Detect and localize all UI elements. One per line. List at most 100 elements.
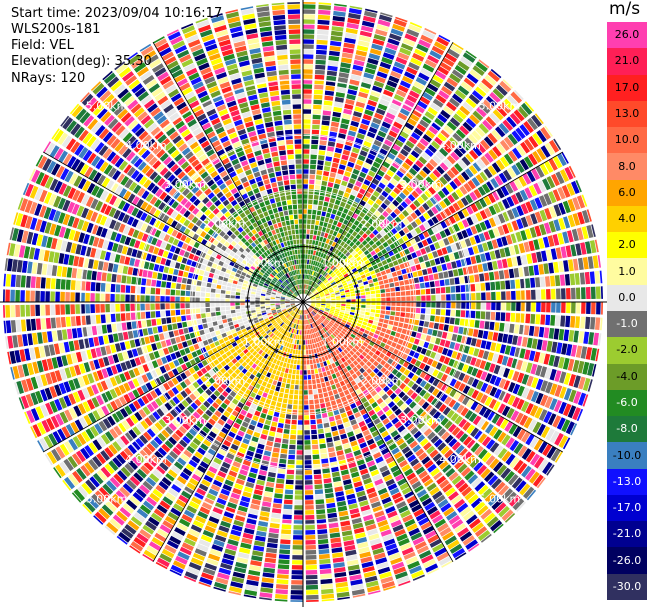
- velocity-gate: [461, 229, 469, 239]
- velocity-gate: [375, 350, 381, 356]
- velocity-gate: [483, 136, 494, 147]
- velocity-gate: [422, 356, 429, 364]
- velocity-gate: [469, 69, 482, 80]
- velocity-gate: [535, 392, 544, 405]
- velocity-gate: [580, 242, 587, 255]
- velocity-gate: [481, 420, 490, 431]
- velocity-gate: [513, 267, 520, 278]
- velocity-gate: [375, 29, 388, 37]
- velocity-gate: [330, 307, 335, 311]
- velocity-gate: [494, 322, 500, 331]
- velocity-gate: [381, 302, 386, 306]
- velocity-gate: [521, 401, 530, 413]
- velocity-gate: [255, 484, 264, 491]
- velocity-gate: [515, 313, 521, 323]
- velocity-gate: [490, 311, 496, 321]
- velocity-gate: [438, 323, 444, 331]
- velocity-gate: [515, 412, 524, 424]
- velocity-gate: [465, 257, 472, 266]
- velocity-gate: [310, 304, 315, 307]
- velocity-gate: [470, 284, 476, 292]
- velocity-gate: [419, 371, 427, 379]
- velocity-gate: [470, 256, 477, 265]
- velocity-gate: [533, 326, 540, 337]
- velocity-gate: [343, 243, 349, 249]
- velocity-gate: [274, 364, 279, 370]
- velocity-gate: [550, 448, 561, 462]
- velocity-gate: [454, 343, 461, 351]
- velocity-gate: [362, 333, 368, 338]
- velocity-gate: [512, 335, 518, 345]
- velocity-gate: [512, 426, 522, 438]
- velocity-gate: [386, 80, 398, 88]
- velocity-gate: [372, 254, 379, 260]
- velocity-gate: [418, 340, 425, 347]
- velocity-gate: [266, 476, 276, 483]
- velocity-gate: [453, 326, 459, 334]
- velocity-gate: [337, 454, 346, 461]
- velocity-gate: [492, 109, 504, 121]
- velocity-gate: [316, 49, 327, 55]
- velocity-gate: [517, 372, 525, 384]
- velocity-gate: [335, 321, 340, 325]
- velocity-gate: [333, 152, 341, 159]
- velocity-gate: [483, 168, 493, 179]
- velocity-gate: [416, 302, 421, 307]
- velocity-gate: [440, 393, 448, 402]
- velocity-gate: [415, 368, 423, 376]
- velocity-gate: [361, 20, 375, 28]
- velocity-gate: [340, 330, 346, 335]
- velocity-gate: [421, 239, 429, 247]
- velocity-gate: [484, 152, 494, 163]
- velocity-gate: [326, 316, 332, 320]
- velocity-gate: [388, 75, 400, 84]
- velocity-gate: [305, 555, 317, 560]
- velocity-gate: [581, 194, 588, 207]
- velocity-gate: [540, 394, 549, 407]
- velocity-gate: [331, 303, 336, 306]
- velocity-gate: [372, 264, 379, 270]
- velocity-gate: [336, 398, 342, 404]
- velocity-gate: [525, 450, 536, 463]
- velocity-gate: [317, 205, 323, 211]
- velocity-gate: [451, 333, 458, 342]
- velocity-gate: [386, 306, 391, 311]
- velocity-gate: [314, 266, 318, 272]
- velocity-gate: [480, 394, 488, 404]
- velocity-gate: [330, 293, 335, 296]
- velocity-gate: [563, 216, 571, 229]
- velocity-gate: [309, 174, 315, 180]
- velocity-gate: [293, 364, 297, 370]
- velocity-gate: [316, 302, 321, 304]
- velocity-gate: [465, 50, 477, 59]
- velocity-gate: [495, 126, 506, 138]
- velocity-gate: [293, 394, 299, 400]
- velocity-gate: [340, 306, 346, 309]
- velocity-gate: [563, 372, 572, 385]
- velocity-gate: [376, 297, 381, 302]
- velocity-gate: [271, 421, 278, 427]
- velocity-gate: [498, 378, 507, 389]
- velocity-gate: [561, 302, 566, 313]
- velocity-gate: [351, 267, 357, 273]
- velocity-gate: [313, 283, 318, 288]
- velocity-gate: [487, 165, 497, 176]
- velocity-gate: [453, 370, 461, 379]
- velocity-gate: [305, 289, 307, 294]
- velocity-gate: [279, 458, 287, 464]
- velocity-gate: [506, 196, 515, 207]
- velocity-gate: [362, 77, 373, 85]
- velocity-gate: [539, 195, 548, 207]
- velocity-gate: [538, 237, 545, 249]
- velocity-gate: [322, 473, 331, 479]
- velocity-gate: [349, 178, 356, 185]
- velocity-gate: [309, 234, 313, 240]
- velocity-gate: [372, 202, 380, 210]
- velocity-gate: [379, 352, 385, 359]
- velocity-gate: [350, 333, 356, 339]
- velocity-gate: [260, 587, 273, 594]
- velocity-gate: [474, 274, 480, 283]
- velocity-gate: [384, 156, 393, 165]
- velocity-gate: [303, 209, 307, 214]
- velocity-gate: [496, 188, 505, 199]
